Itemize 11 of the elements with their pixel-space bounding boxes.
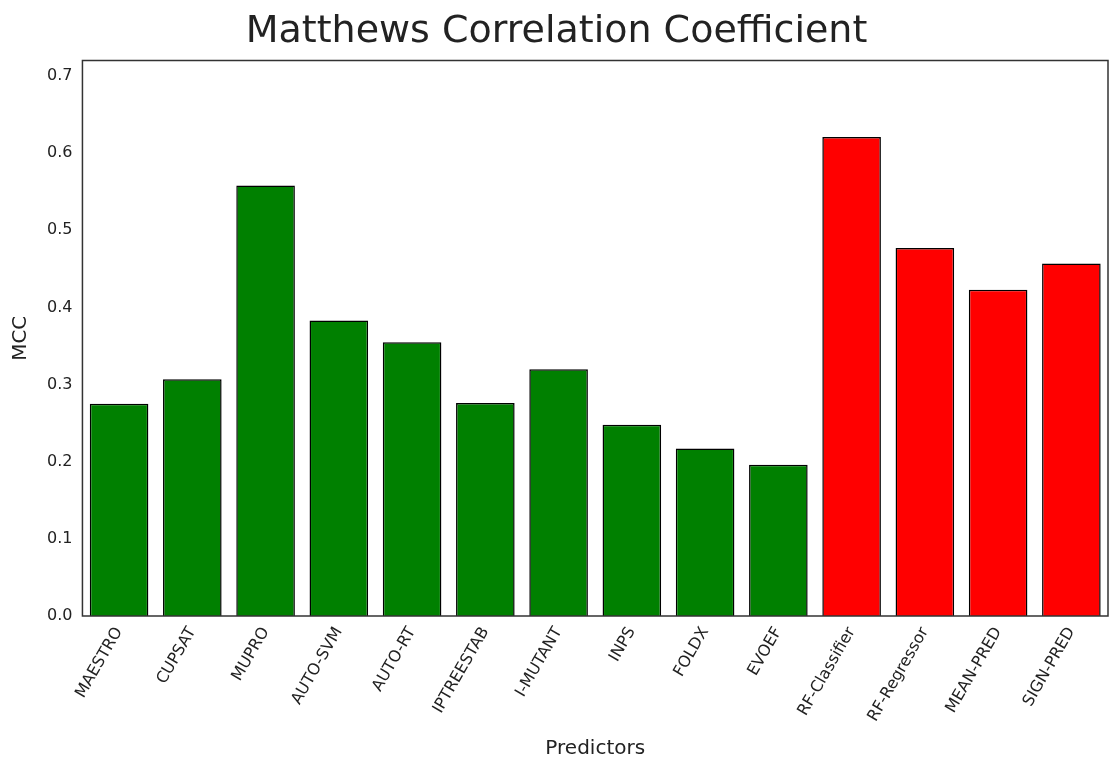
y-tick-label: 0.4	[46, 296, 73, 316]
y-tick-label: 0.6	[46, 142, 73, 162]
chart-title: Matthews Correlation Coefficient	[245, 6, 868, 51]
y-tick-label: 0.1	[46, 527, 73, 547]
y-axis-title: MCC	[7, 315, 32, 361]
y-tick-label: 0.7	[46, 65, 73, 85]
y-tick-label: 0.5	[46, 219, 73, 239]
y-tick-label: 0.3	[46, 373, 73, 393]
y-tick-label: 0.2	[46, 450, 73, 470]
x-axis-title: Predictors	[545, 735, 646, 760]
y-tick-label: 0.0	[46, 605, 73, 625]
